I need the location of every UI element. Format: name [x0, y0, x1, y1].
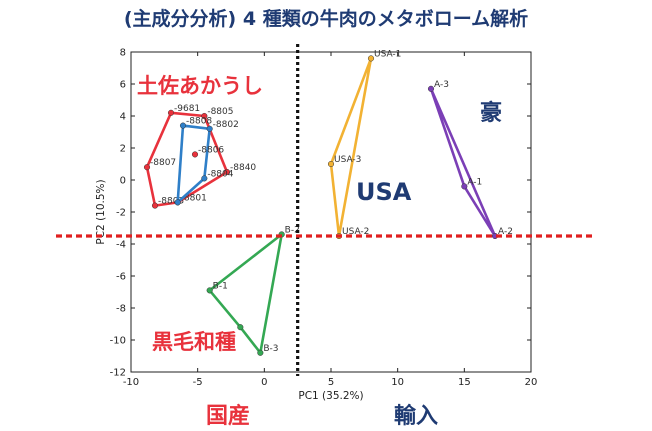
annotation-usa: USA: [356, 178, 412, 206]
point-label: USA-3: [334, 155, 361, 165]
data-point: [174, 199, 181, 206]
x-tick-label: 15: [458, 377, 471, 388]
data-point: [237, 324, 244, 331]
point-label: B-2: [285, 225, 300, 235]
data-point: [206, 125, 213, 132]
annotation-kuroge: 黒毛和種: [152, 330, 236, 354]
y-tick-label: 4: [120, 112, 126, 123]
series-outline-tosa_inner: [176, 124, 211, 204]
annotation-tosa: 土佐あかうし: [137, 74, 263, 98]
x-tick-label: 20: [525, 377, 538, 388]
point-label: -8807: [150, 158, 176, 168]
point-label: -8804: [207, 169, 233, 179]
data-point: [257, 349, 264, 356]
series-outline-gou: [429, 87, 497, 238]
point-label: USA-1: [374, 49, 401, 59]
data-point: [143, 164, 151, 171]
data-point: [367, 55, 375, 62]
x-tick-label: -5: [193, 377, 203, 388]
y-tick-label: -2: [116, 208, 126, 219]
data-point: [179, 122, 187, 129]
page-title: (主成分分析) 4 種類の牛肉のメタボローム解析: [123, 8, 529, 30]
point-label: -8808: [186, 117, 212, 127]
y-tick-label: 6: [120, 80, 126, 91]
data-point: [206, 287, 213, 294]
x-tick-label: 5: [328, 377, 334, 388]
point-label: -8801: [181, 193, 207, 203]
point-label: A-2: [498, 227, 513, 237]
data-point: [223, 168, 231, 176]
data-point: [167, 109, 175, 116]
annotation-gou: 豪: [480, 101, 503, 126]
point-label: -8840: [230, 163, 256, 173]
point-label: -8805: [207, 107, 233, 117]
y-tick-label: -6: [116, 272, 126, 283]
series-outline-usa: [329, 57, 373, 238]
data-point: [151, 202, 159, 209]
x-tick-label: 10: [391, 377, 404, 388]
point-label: A-3: [434, 80, 449, 90]
y-tick-label: 8: [120, 48, 126, 59]
y-tick-label: -8: [116, 304, 126, 315]
point-label: -9681: [174, 104, 200, 114]
data-point: [191, 151, 199, 158]
y-tick-label: -10: [110, 336, 126, 347]
x-tick-label: -10: [123, 377, 139, 388]
point-label: A-1: [467, 177, 482, 187]
y-tick-label: 0: [120, 176, 126, 187]
y-tick-label: -12: [110, 368, 126, 379]
point-label: B-1: [213, 281, 228, 291]
annotation-domestic: 国産: [206, 404, 251, 429]
data-point: [201, 112, 208, 120]
annotation-import: 輸入: [394, 404, 439, 429]
data-point: [201, 175, 208, 182]
x-tick-label: 0: [261, 377, 267, 388]
y-tick-label: -4: [116, 240, 126, 251]
data-point: [461, 183, 468, 190]
x-axis-label: PC1 (35.2%): [298, 390, 363, 402]
point-label: -8806: [198, 145, 224, 155]
point-label: USA-2: [342, 227, 369, 237]
data-point: [427, 85, 435, 92]
point-label: -8803: [158, 197, 184, 207]
y-tick-label: 2: [120, 144, 126, 155]
data-point: [327, 160, 335, 168]
y-axis-label: PC2 (10.5%): [95, 179, 107, 244]
plot-frame: [130, 51, 532, 373]
point-label: -8802: [213, 120, 239, 130]
point-label: B-3: [263, 344, 278, 354]
